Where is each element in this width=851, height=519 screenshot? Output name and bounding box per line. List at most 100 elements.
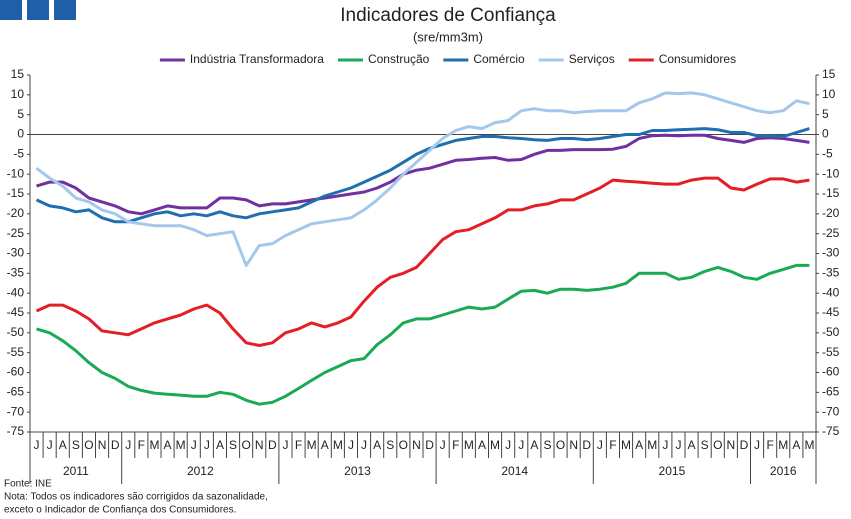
x-tick-label: J [125,438,131,452]
x-tick-label: A [321,438,329,452]
x-tick-label: J [597,438,603,452]
note: Nota: Todos os indicadores são corrigido… [4,492,268,503]
y2-tick-label: -30 [822,246,840,260]
series-line [35,176,810,347]
y2-tick-label: 10 [822,87,836,101]
x-tick-label: A [478,438,486,452]
y2-tick-label: 15 [822,67,836,81]
x-tick-label: D [111,438,120,452]
y-tick-label: -70 [7,404,25,418]
x-tick-label: A [216,438,224,452]
legend-label: Indústria Transformadora [190,52,324,66]
y2-tick-label: 5 [822,107,829,121]
y-tick-label: -20 [7,206,25,220]
y-tick-label: -30 [7,246,25,260]
year-label: 2012 [187,464,214,478]
x-tick-label: A [635,438,643,452]
y2-tick-label: -10 [822,166,840,180]
x-tick-label: S [543,438,551,452]
x-tick-label: M [149,438,159,452]
y-tick-label: -75 [7,424,25,438]
legend-label: Consumidores [659,52,736,66]
legend-label: Serviços [569,52,615,66]
x-tick-label: D [425,438,434,452]
x-tick-label: J [204,438,210,452]
series-line [36,263,810,406]
year-label: 2013 [344,464,371,478]
series-line [36,133,810,216]
y-tick-label: -10 [7,166,25,180]
x-tick-label: N [255,438,264,452]
x-tick-label: J [675,438,681,452]
y-tick-label: -55 [7,345,25,359]
x-tick-label: S [386,438,394,452]
x-tick-label: A [164,438,172,452]
x-tick-label: M [333,438,343,452]
x-tick-label: N [727,438,736,452]
y-tick-label: -65 [7,385,25,399]
x-tick-label: S [72,438,80,452]
year-label: 2016 [770,464,797,478]
y-tick-label: -45 [7,305,25,319]
x-tick-label: M [307,438,317,452]
x-tick-label: M [778,438,788,452]
y-tick-label: -50 [7,325,25,339]
x-tick-label: J [47,438,53,452]
x-tick-label: J [34,438,40,452]
x-tick-label: J [754,438,760,452]
logo-block [54,0,76,20]
y-tick-label: -35 [7,266,25,280]
x-tick-label: F [295,438,302,452]
y2-tick-label: -45 [822,305,840,319]
x-tick-label: F [452,438,459,452]
x-tick-label: J [518,438,524,452]
y-tick-label: 0 [17,127,24,141]
year-label: 2014 [501,464,528,478]
x-tick-label: D [740,438,749,452]
x-tick-label: F [138,438,145,452]
x-tick-label: O [399,438,408,452]
x-tick-label: D [582,438,591,452]
y-tick-label: 15 [11,67,25,81]
x-tick-label: J [191,438,197,452]
x-tick-label: A [792,438,800,452]
x-tick-label: M [804,438,814,452]
y2-tick-label: -25 [822,226,840,240]
y2-tick-label: -50 [822,325,840,339]
logo-block [0,0,22,20]
x-tick-label: J [282,438,288,452]
y-tick-label: 5 [17,107,24,121]
series-line [35,91,810,267]
y-tick-label: -40 [7,285,25,299]
note: Fonte: INE [4,479,52,490]
x-tick-label: M [176,438,186,452]
x-tick-label: A [59,438,67,452]
y2-tick-label: -60 [822,365,840,379]
x-tick-label: N [569,438,578,452]
x-tick-label: J [440,438,446,452]
x-tick-label: D [268,438,277,452]
y-tick-label: 10 [11,87,25,101]
y2-tick-label: -35 [822,266,840,280]
x-tick-label: J [505,438,511,452]
chart-subtitle: (sre/mm3m) [413,29,483,44]
x-tick-label: M [621,438,631,452]
series-line [35,127,810,224]
legend-label: Comércio [473,52,525,66]
y-tick-label: -15 [7,186,25,200]
x-tick-label: J [348,438,354,452]
note: exceto o Indicador de Confiança dos Cons… [4,505,236,516]
x-tick-label: F [766,438,773,452]
x-tick-label: O [84,438,93,452]
x-tick-label: O [713,438,722,452]
y2-tick-label: 0 [822,127,829,141]
y-tick-label: -60 [7,365,25,379]
x-tick-label: S [701,438,709,452]
y2-tick-label: -5 [822,147,833,161]
y2-tick-label: -75 [822,424,840,438]
y2-tick-label: -40 [822,285,840,299]
y2-tick-label: -20 [822,206,840,220]
x-tick-label: A [530,438,538,452]
x-tick-label: A [688,438,696,452]
